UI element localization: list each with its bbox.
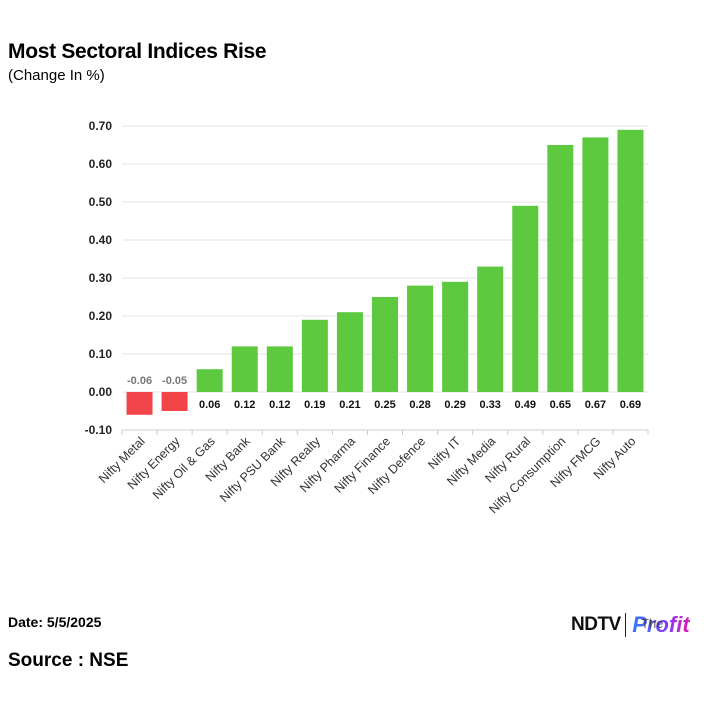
bar [161, 392, 188, 411]
bar [547, 145, 574, 392]
y-tick-label: 0.40 [89, 233, 113, 247]
data-label-background [580, 396, 611, 411]
y-tick-label: 0.70 [89, 119, 113, 133]
data-label-background [475, 396, 506, 411]
y-tick-label: -0.10 [85, 423, 113, 437]
data-label-background [229, 396, 260, 411]
data-label-background [370, 396, 400, 411]
ndtv-wordmark: NDTV [571, 614, 621, 635]
bar [336, 312, 363, 392]
y-tick-label: 0.00 [89, 385, 113, 399]
y-tick-label: 0.20 [89, 309, 113, 323]
bar [266, 346, 293, 392]
bar-chart: 0.70 0.60 0.50 0.40 0.30 0.20 0.10 0.00 -0.10 -0… [85, 119, 649, 516]
data-label: 0.65 [550, 399, 571, 411]
y-axis: 0.70 0.60 0.50 0.40 0.30 0.20 0.10 0.00 -0.10 [85, 119, 113, 437]
source-label: Source : NSE [8, 650, 129, 671]
bars [126, 129, 644, 415]
y-tick-label: 0.50 [89, 195, 113, 209]
data-label: -0.06 [127, 375, 152, 387]
profit-wordmark: Profit [632, 612, 690, 637]
bar [231, 346, 258, 392]
x-tick-label: Nifty Oil & Gas [150, 434, 218, 502]
bar [372, 297, 398, 392]
bar [582, 137, 609, 392]
data-label: 0.06 [199, 399, 220, 411]
date-label: Date: 5/5/2025 [8, 614, 102, 630]
data-label-background [615, 396, 646, 411]
bar [477, 266, 504, 392]
data-label-background [440, 396, 471, 411]
data-label-background [299, 396, 330, 411]
logo-divider [624, 613, 627, 637]
bar [301, 319, 328, 392]
bar [442, 281, 469, 392]
data-label: 0.19 [304, 399, 325, 411]
y-tick-label: 0.60 [89, 157, 113, 171]
data-label: 0.28 [409, 399, 430, 411]
data-label-background [264, 396, 295, 411]
chart-subtitle: (Change In %) [8, 67, 105, 84]
data-label: 0.33 [479, 399, 500, 411]
bar [196, 369, 223, 392]
y-tick-label: 0.30 [89, 271, 113, 285]
data-label: 0.49 [515, 399, 536, 411]
logo-overlay-text: The [641, 616, 664, 631]
bar [407, 285, 434, 392]
data-label: 0.29 [444, 399, 465, 411]
data-label: 0.25 [374, 399, 395, 411]
ndtv-profit-logo: NDTV Profit The [571, 612, 690, 638]
data-label: 0.12 [269, 399, 290, 411]
data-label: -0.05 [162, 375, 187, 387]
data-label: 0.67 [585, 399, 606, 411]
data-label: 0.12 [234, 399, 255, 411]
chart-title: Most Sectoral Indices Rise [8, 40, 267, 63]
data-labels: -0.06 -0.05 0.06 0.12 0.12 0.19 0.21 0.25 0.28 0.… [127, 375, 646, 411]
data-label-background [510, 396, 541, 411]
data-label: 0.69 [620, 399, 641, 411]
bar [617, 129, 644, 393]
bar [126, 392, 153, 415]
data-label-background [545, 396, 576, 411]
data-label-background [405, 396, 436, 411]
data-label-background [194, 396, 225, 411]
data-label: 0.21 [339, 399, 360, 411]
data-label-background [334, 396, 365, 411]
y-tick-label: 0.10 [89, 347, 113, 361]
bar [512, 205, 539, 392]
